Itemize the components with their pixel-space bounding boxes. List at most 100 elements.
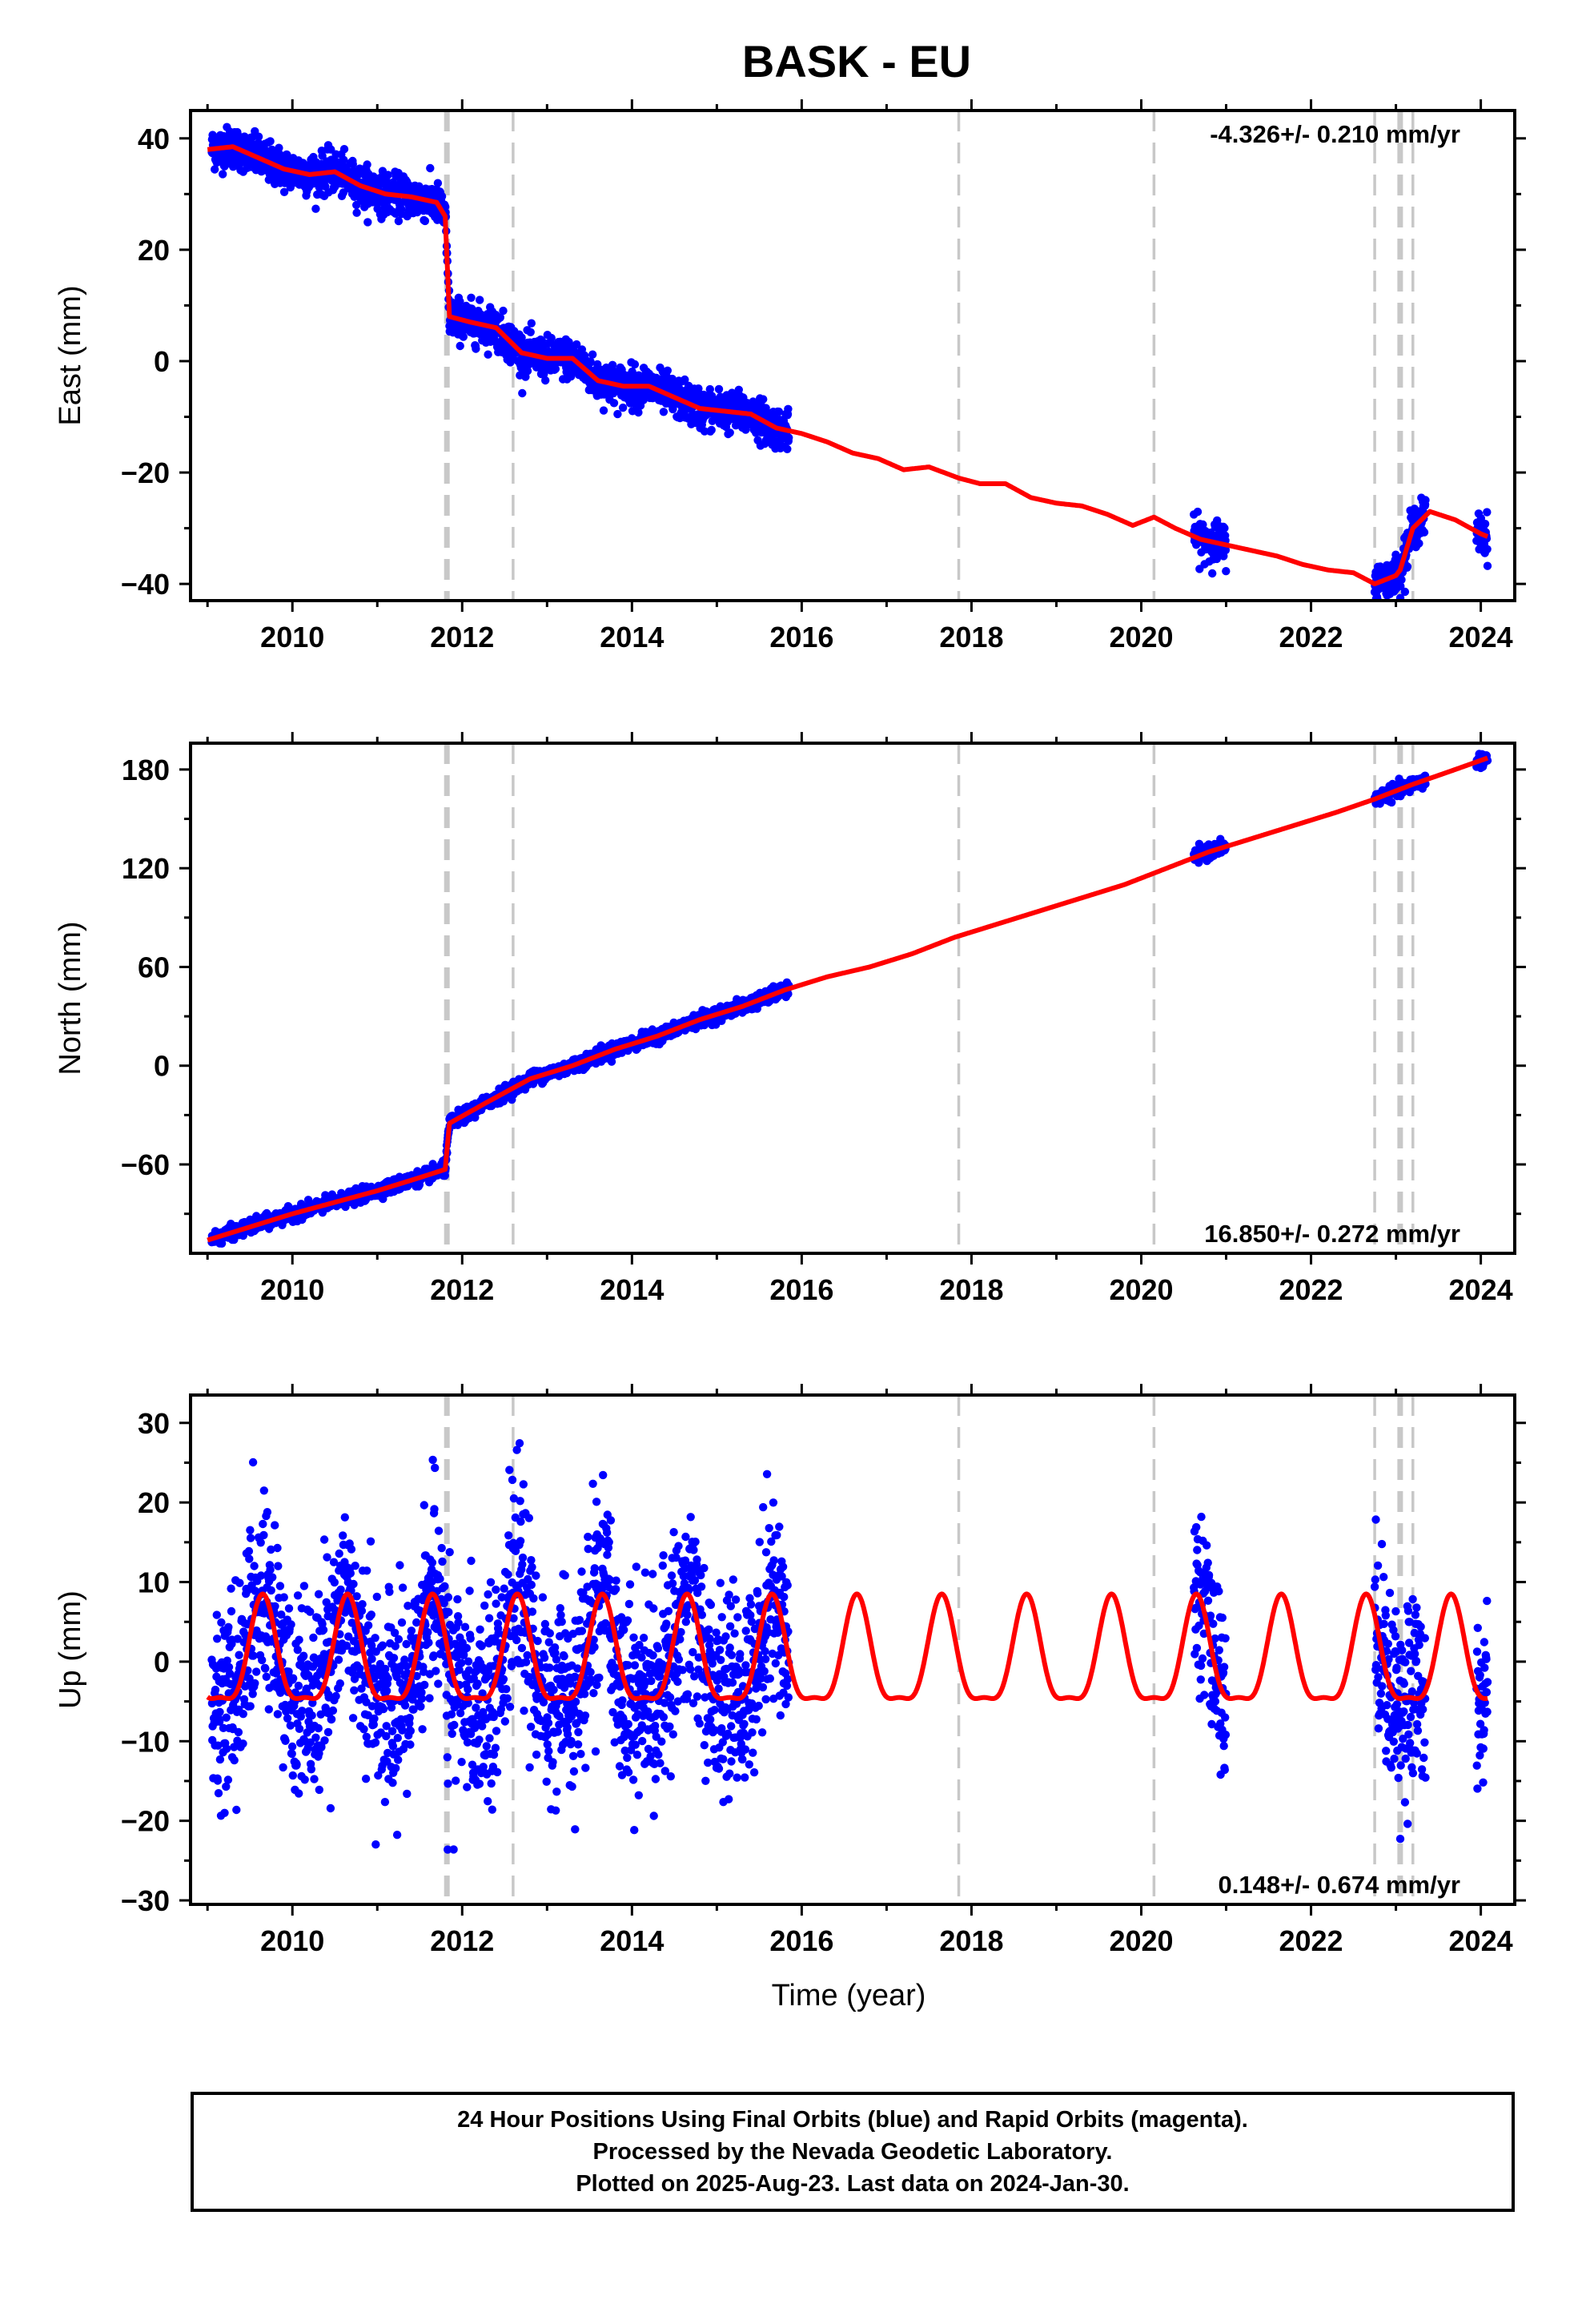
data-point bbox=[223, 1775, 233, 1784]
x-tick-label: 2010 bbox=[260, 621, 324, 653]
data-point bbox=[292, 1760, 301, 1769]
data-point bbox=[348, 159, 357, 169]
data-point bbox=[707, 425, 716, 435]
north-model-line bbox=[206, 755, 1489, 1243]
data-point bbox=[252, 1667, 261, 1676]
data-point bbox=[634, 408, 643, 417]
data-point bbox=[567, 372, 576, 381]
data-point bbox=[499, 306, 508, 316]
data-point bbox=[1483, 545, 1492, 553]
data-point bbox=[281, 1736, 290, 1745]
data-point bbox=[279, 1763, 287, 1772]
north-ylabel: North (mm) bbox=[54, 921, 87, 1075]
data-point bbox=[437, 192, 447, 201]
data-point bbox=[734, 385, 743, 394]
data-point bbox=[251, 1679, 259, 1688]
x-tick-label: 2024 bbox=[1449, 621, 1513, 653]
data-point bbox=[250, 1562, 259, 1570]
data-point bbox=[599, 406, 608, 415]
data-point bbox=[284, 1604, 294, 1613]
x-tick-label: 2018 bbox=[939, 1273, 1003, 1306]
data-point bbox=[213, 1776, 223, 1785]
data-point bbox=[230, 1755, 239, 1765]
data-point bbox=[394, 216, 404, 226]
data-point bbox=[1193, 507, 1203, 517]
data-point bbox=[295, 1724, 304, 1733]
data-point bbox=[1415, 539, 1423, 548]
data-point bbox=[725, 428, 734, 437]
data-point bbox=[271, 1521, 279, 1530]
data-point bbox=[1221, 545, 1231, 555]
data-point bbox=[235, 1578, 244, 1587]
data-point bbox=[227, 1584, 235, 1593]
data-point bbox=[609, 399, 619, 408]
data-point bbox=[705, 384, 714, 394]
data-point bbox=[248, 1458, 258, 1467]
data-point bbox=[759, 395, 768, 404]
data-point bbox=[259, 1519, 267, 1529]
data-point bbox=[526, 328, 535, 336]
data-point bbox=[339, 155, 348, 164]
data-point bbox=[517, 333, 526, 342]
x-tick-label: 2012 bbox=[430, 621, 494, 653]
data-point bbox=[588, 350, 597, 359]
east-ylabel: East (mm) bbox=[54, 285, 87, 425]
x-tick-label: 2022 bbox=[1279, 1273, 1343, 1306]
data-point bbox=[433, 179, 443, 187]
data-point bbox=[551, 364, 560, 373]
y-tick-label: 0 bbox=[154, 345, 170, 378]
data-point bbox=[586, 357, 595, 366]
data-point bbox=[618, 403, 628, 412]
data-point bbox=[232, 1805, 241, 1815]
data-point bbox=[540, 369, 548, 378]
data-point bbox=[244, 1546, 254, 1556]
x-tick-label: 2012 bbox=[430, 1273, 494, 1306]
data-point bbox=[547, 333, 556, 343]
x-tick-label: 2014 bbox=[600, 1273, 664, 1306]
east-panel: 2010 2012 2014 2016 2018 2020 2022 2024−40−2002… bbox=[54, 99, 1526, 653]
y-tick-label: −20 bbox=[121, 456, 170, 489]
data-point bbox=[219, 170, 227, 179]
data-point bbox=[420, 216, 430, 226]
data-point bbox=[274, 1562, 283, 1570]
data-point bbox=[295, 1635, 303, 1644]
figure-title: BASK - EU bbox=[742, 36, 971, 86]
data-point bbox=[484, 350, 492, 359]
data-point bbox=[222, 1744, 231, 1753]
data-point bbox=[339, 145, 349, 154]
x-tick-label: 2016 bbox=[769, 1273, 833, 1306]
data-point bbox=[1207, 528, 1215, 537]
x-tick-label: 2014 bbox=[600, 621, 664, 653]
data-point bbox=[1387, 601, 1395, 609]
data-point bbox=[630, 360, 640, 369]
data-point bbox=[1396, 581, 1405, 591]
x-tick-label: 2018 bbox=[939, 621, 1003, 653]
y-tick-label: 120 bbox=[122, 852, 170, 885]
y-tick-label: −60 bbox=[121, 1148, 170, 1181]
data-point bbox=[235, 1651, 243, 1659]
data-point bbox=[227, 1606, 236, 1616]
data-point bbox=[267, 1586, 275, 1595]
data-point bbox=[1403, 562, 1412, 571]
data-point bbox=[663, 366, 672, 375]
data-point bbox=[275, 1582, 285, 1590]
y-tick-label: 20 bbox=[138, 234, 170, 267]
east-velocity-label: -4.326+/- 0.210 mm/yr bbox=[1210, 120, 1460, 148]
data-point bbox=[266, 137, 275, 146]
data-point bbox=[246, 1702, 255, 1711]
data-point bbox=[220, 1808, 229, 1817]
data-point bbox=[1208, 569, 1217, 578]
data-point bbox=[467, 293, 476, 302]
data-point bbox=[496, 313, 504, 322]
data-point bbox=[211, 165, 219, 174]
data-point bbox=[1480, 520, 1490, 529]
data-point bbox=[383, 171, 392, 179]
data-point bbox=[259, 1486, 268, 1495]
data-point bbox=[293, 1646, 302, 1655]
north-velocity-label: 16.850+/- 0.272 mm/yr bbox=[1204, 1220, 1460, 1248]
data-point bbox=[288, 1771, 297, 1780]
data-point bbox=[659, 408, 669, 416]
data-point bbox=[784, 404, 793, 413]
data-point bbox=[318, 151, 327, 160]
